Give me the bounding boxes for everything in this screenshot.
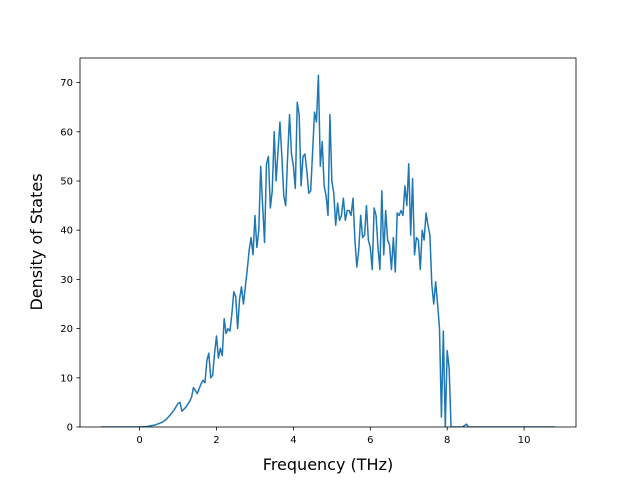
x-tick-label: 4: [290, 435, 296, 446]
y-axis-ticks: 0 10 20 30 40 50 60 70: [60, 78, 80, 434]
y-tick-label: 40: [60, 226, 73, 237]
plot-area: [79, 57, 577, 428]
y-tick-label: 70: [60, 78, 73, 89]
x-tick-label: 10: [518, 435, 531, 446]
x-axis-ticks: 0 2 4 6 8 10: [136, 427, 530, 446]
y-tick-label: 30: [60, 275, 73, 286]
y-tick-label: 50: [60, 177, 73, 188]
plot-frame: [79, 57, 577, 428]
y-tick-label: 0: [67, 423, 73, 434]
y-tick-label: 60: [60, 127, 73, 138]
x-tick-label: 0: [136, 435, 142, 446]
x-tick-label: 6: [367, 435, 373, 446]
y-tick-label: 20: [60, 324, 73, 335]
x-axis-label: Frequency (THz): [263, 455, 393, 474]
series-line-0: [101, 74, 555, 427]
x-tick-label: 2: [213, 435, 219, 446]
y-tick-label: 10: [60, 373, 73, 384]
x-tick-label: 8: [444, 435, 450, 446]
y-axis-label: Density of States: [27, 173, 46, 310]
